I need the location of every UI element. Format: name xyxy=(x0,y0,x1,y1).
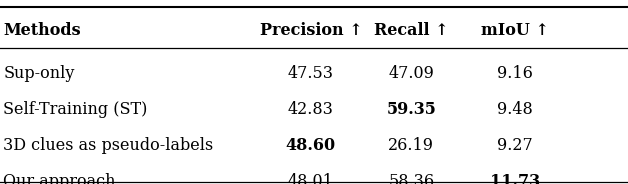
Text: 47.53: 47.53 xyxy=(288,65,334,82)
Text: Sup-only: Sup-only xyxy=(3,65,75,82)
Text: mIoU ↑: mIoU ↑ xyxy=(481,22,549,39)
Text: 3D clues as pseudo-labels: 3D clues as pseudo-labels xyxy=(3,137,214,154)
Text: 9.27: 9.27 xyxy=(497,137,533,154)
Text: Recall ↑: Recall ↑ xyxy=(374,22,448,39)
Text: 48.60: 48.60 xyxy=(286,137,336,154)
Text: Precision ↑: Precision ↑ xyxy=(259,22,362,39)
Text: Self-Training (ST): Self-Training (ST) xyxy=(3,101,148,118)
Text: 11.73: 11.73 xyxy=(490,173,540,184)
Text: 47.09: 47.09 xyxy=(388,65,435,82)
Text: Our approach: Our approach xyxy=(3,173,116,184)
Text: 26.19: 26.19 xyxy=(388,137,435,154)
Text: 48.01: 48.01 xyxy=(288,173,334,184)
Text: 58.36: 58.36 xyxy=(388,173,435,184)
Text: 9.48: 9.48 xyxy=(497,101,533,118)
Text: 42.83: 42.83 xyxy=(288,101,334,118)
Text: 59.35: 59.35 xyxy=(386,101,436,118)
Text: Methods: Methods xyxy=(3,22,81,39)
Text: 9.16: 9.16 xyxy=(497,65,533,82)
